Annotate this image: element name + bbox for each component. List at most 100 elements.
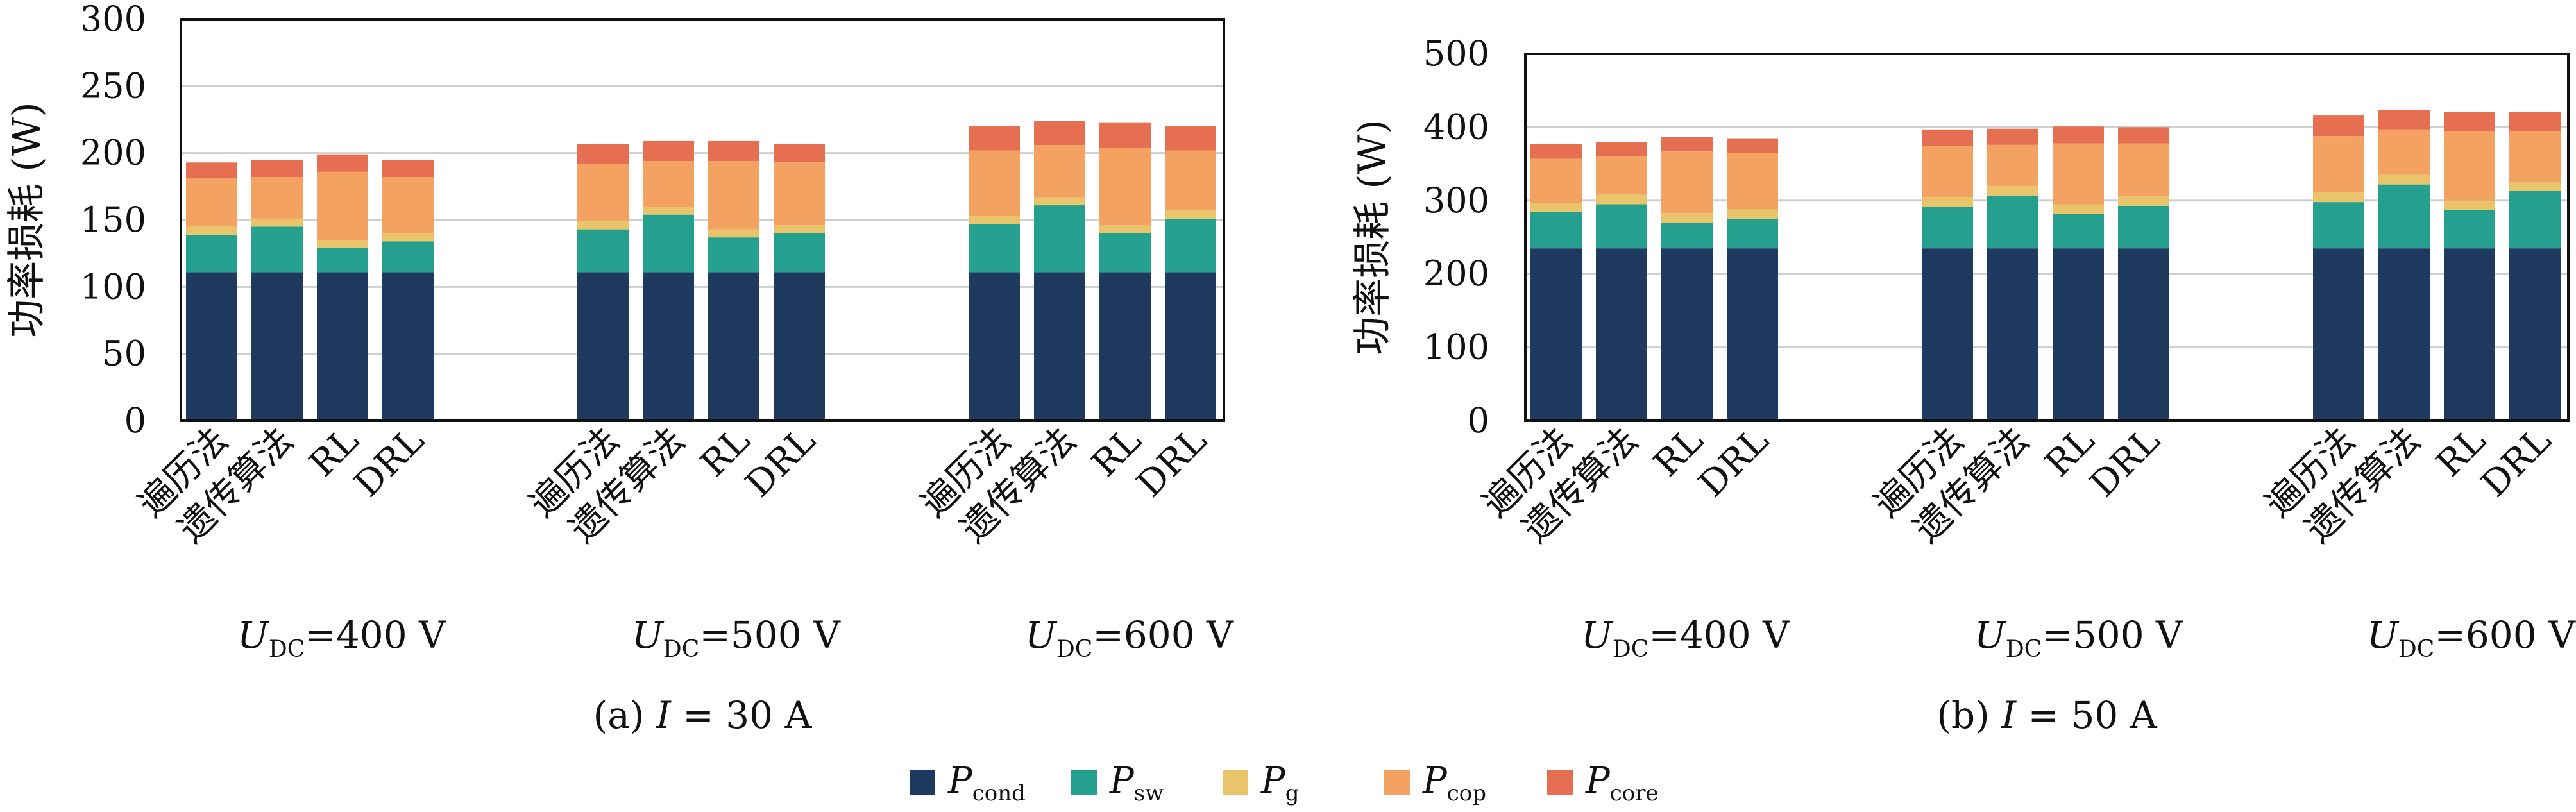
bar-segment-cop: [2509, 131, 2561, 182]
y-axis-label: 功率损耗 (W): [4, 102, 49, 338]
bar-segment-cop: [774, 162, 825, 226]
bar-segment-sw: [643, 214, 694, 273]
caption-rest: = 50 A: [2016, 693, 2158, 737]
x-tick-label: DRL: [738, 419, 824, 505]
group-label: UDC=400 V: [237, 613, 446, 663]
bar-segment-cop: [1727, 153, 1778, 210]
group-label-value: =600 V: [1092, 613, 1234, 657]
bar-segment-sw: [1922, 206, 1973, 249]
group-label-var: U: [237, 613, 270, 657]
bar-segment-g: [643, 207, 694, 215]
x-tick-label: DRL: [346, 419, 432, 505]
legend-sub: cop: [1447, 781, 1486, 806]
bar-segment-cond: [2509, 248, 2561, 421]
bar-segment-core: [1922, 129, 1973, 146]
bar-segment-sw: [1099, 233, 1151, 273]
bar-segment-cond: [1661, 248, 1713, 421]
bar-segment-cond: [2053, 248, 2104, 421]
x-tick-label: DRL: [2082, 419, 2168, 505]
chart-caption: (a) I = 30 A: [593, 693, 813, 737]
bar-segment-cond: [251, 272, 303, 421]
bar-segment-cop: [1661, 151, 1713, 214]
bar-segment-cond: [969, 272, 1020, 421]
group-label-value: =400 V: [1648, 613, 1790, 657]
bar-segment-g: [2444, 200, 2495, 210]
bar-segment-cond: [708, 272, 759, 421]
legend-sub: sw: [1134, 781, 1164, 806]
bar-segment-cop: [2053, 143, 2104, 205]
bar-segment-cop: [1596, 156, 1647, 195]
legend-swatch-core: [1547, 770, 1573, 795]
bar-segment-core: [1727, 138, 1778, 153]
x-tick-label: DRL: [2473, 419, 2559, 505]
bar-segment-core: [1099, 122, 1151, 148]
bar-segment-cond: [1165, 272, 1216, 421]
group-label-sub: DC: [269, 636, 305, 663]
bar-segment-core: [1987, 128, 2038, 145]
bar-segment-core: [2053, 126, 2104, 144]
bar-segment-sw: [1987, 195, 2038, 249]
bar-segment-g: [708, 229, 759, 238]
legend-swatch-sw: [1071, 770, 1097, 795]
bar-segment-sw: [2444, 210, 2495, 249]
bar-segment-cond: [1922, 248, 1973, 421]
group-label: UDC=500 V: [1974, 613, 2183, 663]
caption-rest: = 30 A: [671, 693, 813, 737]
legend: Pcond Psw Pg Pcop Pcore: [910, 760, 1659, 806]
bar-segment-core: [708, 140, 759, 162]
legend-label-sw: Psw: [1109, 760, 1164, 806]
bar-segment-sw: [1530, 211, 1582, 249]
bar-segment-cond: [1727, 248, 1778, 421]
bar-segment-g: [1034, 197, 1085, 206]
group-label-var: U: [1974, 613, 2007, 657]
legend-swatch-g: [1223, 770, 1248, 795]
bar-segment-cop: [317, 171, 368, 241]
bar-segment-sw: [708, 237, 759, 273]
bar-segment-cop: [1530, 158, 1582, 203]
bar-segment-g: [2313, 192, 2364, 203]
group-label-var: U: [632, 613, 665, 657]
bar-segment-g: [382, 233, 434, 242]
plot-frame: [180, 18, 1225, 422]
bar-segment-g: [1661, 213, 1713, 223]
group-label-sub: DC: [1613, 636, 1648, 663]
bar-segment-g: [186, 226, 237, 235]
group-label-var: U: [1025, 613, 1058, 657]
legend-sub: cond: [972, 781, 1026, 806]
bar-segment-sw: [1034, 205, 1085, 273]
bar-segment-cond: [2313, 248, 2364, 421]
legend-symbol: P: [1260, 760, 1286, 802]
bar-segment-cond: [1034, 272, 1085, 421]
legend-sub: core: [1610, 781, 1659, 806]
legend-swatch-cop: [1384, 770, 1410, 795]
bar-segment-core: [251, 160, 303, 178]
bar-segment-sw: [2378, 184, 2430, 249]
y-axis-label: 功率损耗 (W): [1350, 119, 1395, 355]
x-tick-label: DRL: [1129, 419, 1215, 505]
y-tick-label: 250: [80, 65, 146, 106]
y-tick-label: 400: [1423, 106, 1489, 147]
bar-segment-g: [2509, 182, 2561, 191]
group-label-sub: DC: [2006, 636, 2042, 663]
bar-segment-g: [969, 216, 1020, 224]
bar-segment-sw: [969, 224, 1020, 273]
y-tick-label: 100: [1423, 327, 1489, 368]
bar-segment-core: [2444, 112, 2495, 132]
group-label-var: U: [1581, 613, 1614, 657]
bar-segment-cop: [2378, 129, 2430, 175]
bar-segment-cond: [186, 272, 237, 421]
bar-segment-sw: [577, 229, 629, 273]
group-label-sub: DC: [1056, 636, 1092, 663]
bar-segment-g: [1596, 194, 1647, 205]
bar-segment-core: [1596, 142, 1647, 157]
y-tick-label: 0: [124, 400, 146, 441]
bar-segment-g: [1165, 210, 1216, 219]
bar-segment-core: [382, 160, 434, 178]
bar-segment-core: [2378, 109, 2430, 130]
group-label-value: =400 V: [305, 613, 446, 657]
legend-symbol: P: [1109, 760, 1135, 802]
bar-segment-core: [186, 162, 237, 179]
bar-segment-cond: [774, 272, 825, 421]
